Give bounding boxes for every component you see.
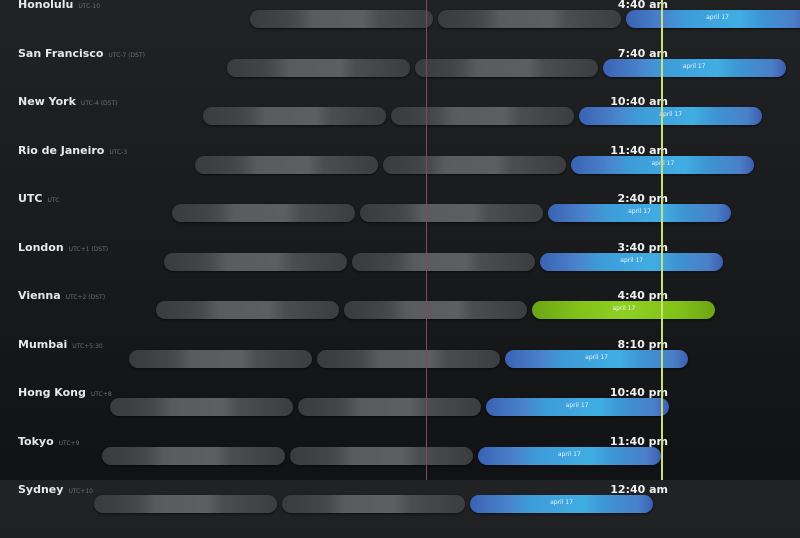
utc-offset: UTC-10	[78, 3, 101, 10]
city-row[interactable]: San Francisco UTC-7 (DST) 7:40 am april 17	[0, 47, 800, 102]
current-time-line[interactable]	[661, 0, 663, 480]
day-bar-previous-1[interactable]	[282, 495, 465, 513]
day-bar-current[interactable]: april 17	[485, 398, 669, 416]
day-bar-previous-2[interactable]	[203, 107, 387, 125]
city-name: Honolulu UTC-10	[18, 0, 100, 11]
local-time: 7:40 am	[617, 46, 668, 60]
city-row[interactable]: UTC UTC 2:40 pm april 17	[0, 192, 800, 247]
city-name-text: Honolulu	[18, 0, 74, 11]
day-bar-previous-2[interactable]	[226, 58, 410, 77]
city-name-text: New York	[18, 95, 76, 108]
day-bar-current[interactable]: april 17	[532, 301, 716, 319]
day-bar-current[interactable]: april 17	[548, 204, 731, 222]
day-bar-previous-2[interactable]	[101, 446, 285, 465]
day-bar-current[interactable]: april 17	[470, 495, 653, 513]
day-bar-previous-2[interactable]	[109, 398, 293, 416]
date-label: april 17	[557, 450, 581, 458]
day-bar-previous-2[interactable]	[250, 10, 433, 28]
midnight-line	[426, 0, 427, 480]
utc-offset: UTC+1 (DST)	[68, 245, 109, 253]
utc-offset: UTC-3	[109, 148, 128, 156]
local-time: 8:10 pm	[617, 337, 668, 351]
city-name: San Francisco UTC-7 (DST)	[18, 47, 145, 60]
city-name: Vienna UTC+2 (DST)	[18, 289, 105, 302]
date-label: april 17	[550, 499, 573, 506]
day-bar-current[interactable]: april 17	[626, 10, 800, 28]
local-time: 10:40 am	[610, 95, 668, 108]
date-label: april 17	[612, 305, 636, 312]
local-time: 11:40 am	[610, 143, 668, 157]
city-name-text: Rio de Janeiro	[18, 143, 105, 157]
city-name-text: Tokyo	[18, 434, 54, 448]
date-label: april 17	[706, 14, 729, 21]
city-row[interactable]: Tokyo UTC+9 11:40 pm april 17	[0, 435, 800, 490]
city-name-text: Sydney	[18, 483, 64, 496]
day-bar-previous-1[interactable]	[414, 58, 598, 77]
day-bar-previous-2[interactable]	[129, 349, 313, 368]
city-row[interactable]: Vienna UTC+2 (DST) 4:40 pm april 17	[0, 289, 800, 344]
city-row[interactable]: Sydney UTC+10 12:40 am april 17	[0, 483, 800, 538]
day-bar-previous-1[interactable]	[438, 10, 621, 28]
date-label: april 17	[620, 256, 644, 264]
city-row[interactable]: Mumbai UTC+5:30 8:10 pm april 17	[0, 338, 800, 393]
city-name-text: UTC	[18, 192, 43, 205]
city-name-text: Hong Kong	[18, 386, 86, 399]
city-name: Sydney UTC+10	[18, 483, 93, 496]
date-label: april 17	[628, 208, 651, 215]
utc-offset: UTC+10	[68, 488, 93, 495]
city-row[interactable]: Honolulu UTC-10 4:40 am april 17	[0, 0, 800, 53]
utc-offset: UTC+9	[58, 439, 80, 447]
day-bar-previous-1[interactable]	[360, 204, 543, 222]
city-row[interactable]: Hong Kong UTC+8 10:40 pm april 17	[0, 386, 800, 441]
day-bar-previous-1[interactable]	[297, 398, 481, 416]
date-label: april 17	[565, 402, 589, 409]
day-bar-previous-1[interactable]	[289, 446, 473, 465]
utc-offset: UTC+5:30	[72, 342, 103, 350]
local-time: 2:40 pm	[617, 192, 668, 205]
city-row[interactable]: London UTC+1 (DST) 3:40 pm april 17	[0, 241, 800, 296]
utc-offset: UTC+2 (DST)	[65, 294, 106, 301]
day-bar-current[interactable]: april 17	[602, 58, 786, 77]
utc-offset: UTC	[47, 197, 60, 204]
utc-offset: UTC-7 (DST)	[108, 51, 145, 59]
date-label: april 17	[659, 111, 683, 118]
city-name: Rio de Janeiro UTC-3	[18, 144, 127, 157]
local-time: 11:40 pm	[609, 434, 668, 448]
city-row[interactable]: New York UTC-4 (DST) 10:40 am april 17	[0, 95, 800, 150]
day-bar-previous-2[interactable]	[156, 301, 340, 319]
local-time: 4:40 am	[617, 0, 668, 11]
city-name: Mumbai UTC+5:30	[18, 338, 103, 351]
day-bar-previous-1[interactable]	[352, 252, 536, 271]
day-bar-previous-2[interactable]	[94, 495, 277, 513]
city-name: New York UTC-4 (DST)	[18, 95, 117, 108]
date-label: april 17	[585, 353, 608, 361]
day-bar-previous-1[interactable]	[317, 349, 501, 368]
day-bar-previous-2[interactable]	[172, 204, 355, 222]
day-bar-previous-1[interactable]	[344, 301, 528, 319]
local-time: 10:40 pm	[609, 386, 668, 399]
city-name-text: Vienna	[18, 289, 61, 302]
city-name: Hong Kong UTC+8	[18, 386, 112, 399]
city-name: London UTC+1 (DST)	[18, 241, 108, 254]
city-name: Tokyo UTC+9	[18, 435, 79, 448]
city-row[interactable]: Rio de Janeiro UTC-3 11:40 am april 17	[0, 144, 800, 199]
city-name-text: London	[18, 240, 64, 254]
utc-offset: UTC+8	[90, 391, 112, 398]
city-name: UTC UTC	[18, 192, 59, 205]
local-time: 4:40 pm	[617, 289, 668, 302]
day-bar-current[interactable]: april 17	[477, 446, 661, 465]
date-label: april 17	[682, 62, 706, 70]
day-bar-current[interactable]: april 17	[579, 107, 763, 125]
day-bar-previous-1[interactable]	[383, 155, 567, 174]
day-bar-current[interactable]: april 17	[505, 349, 689, 368]
day-bar-previous-1[interactable]	[391, 107, 575, 125]
city-name-text: Mumbai	[18, 337, 68, 351]
day-bar-current[interactable]: april 17	[540, 252, 724, 271]
utc-offset: UTC-4 (DST)	[80, 100, 118, 107]
local-time: 3:40 pm	[617, 240, 668, 254]
day-bar-previous-2[interactable]	[195, 155, 379, 174]
day-bar-previous-2[interactable]	[164, 252, 348, 271]
city-name-text: San Francisco	[18, 46, 104, 60]
